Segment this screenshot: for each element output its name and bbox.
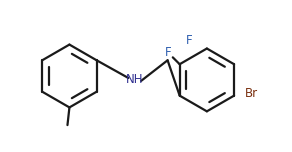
Text: F: F bbox=[186, 34, 192, 47]
Text: F: F bbox=[165, 46, 171, 59]
Text: NH: NH bbox=[126, 73, 143, 86]
Text: Br: Br bbox=[245, 87, 258, 100]
